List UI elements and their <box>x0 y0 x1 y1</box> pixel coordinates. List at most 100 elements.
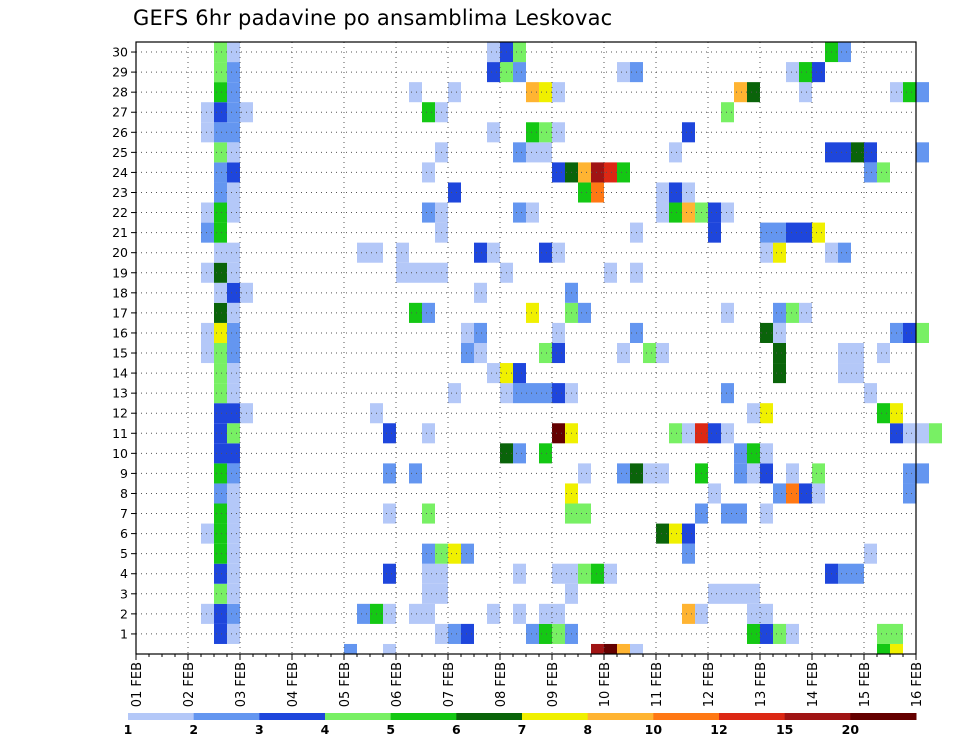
precip-cell <box>409 262 422 283</box>
precip-cell <box>383 563 396 584</box>
colorbar-label: 6 <box>452 722 461 737</box>
precip-cell <box>539 383 552 404</box>
precip-cell <box>513 603 526 624</box>
precip-cell <box>682 423 695 444</box>
precip-cell <box>461 322 474 343</box>
y-tick-label: 1 <box>120 626 128 641</box>
precip-cell <box>214 543 227 564</box>
colorbar-segment <box>653 713 720 720</box>
precip-cell <box>916 82 929 103</box>
precip-cell <box>201 523 214 544</box>
precip-cell <box>227 262 240 283</box>
colorbar-label: 15 <box>776 722 793 737</box>
precip-cell <box>708 222 721 243</box>
precip-cell <box>227 363 240 384</box>
precip-cell <box>552 383 565 404</box>
colorbar-segment <box>390 713 457 720</box>
precip-cell <box>383 503 396 524</box>
precip-cell <box>682 122 695 143</box>
colorbar-segment <box>587 713 654 720</box>
precip-cell <box>656 342 669 364</box>
precip-cell <box>422 583 435 604</box>
colorbar-segment <box>128 713 195 720</box>
y-tick-label: 13 <box>112 386 128 401</box>
precip-cell <box>383 603 396 624</box>
precip-cell <box>227 182 240 203</box>
precip-cell <box>578 503 591 524</box>
precip-cell <box>526 82 539 103</box>
precip-cell <box>409 302 422 323</box>
precip-cell <box>669 523 682 544</box>
precip-cell <box>552 563 565 584</box>
precip-cell <box>383 463 396 484</box>
precip-cell <box>604 262 617 283</box>
precip-cell <box>227 342 240 364</box>
precip-cell <box>773 322 786 343</box>
precip-cell <box>656 202 669 223</box>
precip-cell <box>617 463 630 484</box>
precip-cell <box>877 643 890 654</box>
precip-cell <box>487 603 500 624</box>
precip-cell <box>864 383 877 404</box>
colorbar-label: 8 <box>583 722 592 737</box>
y-tick-label: 5 <box>120 546 128 561</box>
y-tick-label: 25 <box>112 145 128 160</box>
y-tick-label: 30 <box>112 45 128 60</box>
y-tick-label: 2 <box>120 606 128 621</box>
precip-cell <box>422 162 435 183</box>
precip-cell <box>422 262 435 283</box>
precip-cell <box>214 483 227 504</box>
precip-cell <box>682 523 695 544</box>
precip-cell <box>409 463 422 484</box>
precip-cell <box>214 383 227 404</box>
precip-cell <box>799 483 812 504</box>
precip-cell <box>214 583 227 604</box>
precip-cell <box>227 523 240 544</box>
precip-cell <box>227 322 240 343</box>
precip-cell <box>747 463 760 484</box>
precip-cell <box>526 122 539 143</box>
precip-cell <box>422 202 435 223</box>
y-tick-label: 24 <box>112 165 128 180</box>
precip-cell <box>591 563 604 584</box>
precip-cell <box>214 102 227 123</box>
x-tick-label: 07 FEB <box>442 662 457 707</box>
colorbar-segment <box>259 713 326 720</box>
precip-cell <box>864 543 877 564</box>
precip-cell <box>786 623 799 644</box>
precip-cell <box>227 242 240 263</box>
precip-cell <box>799 82 812 103</box>
y-tick-label: 21 <box>112 225 128 240</box>
precip-cell <box>903 463 916 484</box>
y-tick-label: 3 <box>120 586 128 601</box>
colorbar-segment <box>522 713 589 720</box>
precip-cell <box>227 122 240 143</box>
colorbar-segment <box>456 713 523 720</box>
precip-cell <box>617 643 630 654</box>
precip-cell <box>552 82 565 103</box>
precip-cell <box>487 62 500 83</box>
precip-cell <box>214 623 227 644</box>
precip-cell <box>227 583 240 604</box>
precip-cell <box>669 423 682 444</box>
precip-cell <box>890 643 903 654</box>
precip-cell <box>227 282 240 303</box>
x-tick-label: 01 FEB <box>130 662 145 707</box>
precip-cell <box>461 543 474 564</box>
precip-cell <box>422 302 435 323</box>
precip-cell <box>214 423 227 444</box>
precip-cell <box>214 342 227 364</box>
precip-cell <box>227 503 240 524</box>
precip-cell <box>422 543 435 564</box>
y-tick-label: 29 <box>112 65 128 80</box>
precip-cell <box>214 322 227 343</box>
precip-cell <box>812 222 825 243</box>
precip-cell <box>708 483 721 504</box>
precip-cell <box>669 202 682 223</box>
precip-cell <box>487 363 500 384</box>
precip-cell <box>786 463 799 484</box>
precip-cell <box>357 242 370 263</box>
precip-cell <box>214 503 227 524</box>
precip-cell <box>656 182 669 203</box>
precip-cell <box>513 42 526 63</box>
